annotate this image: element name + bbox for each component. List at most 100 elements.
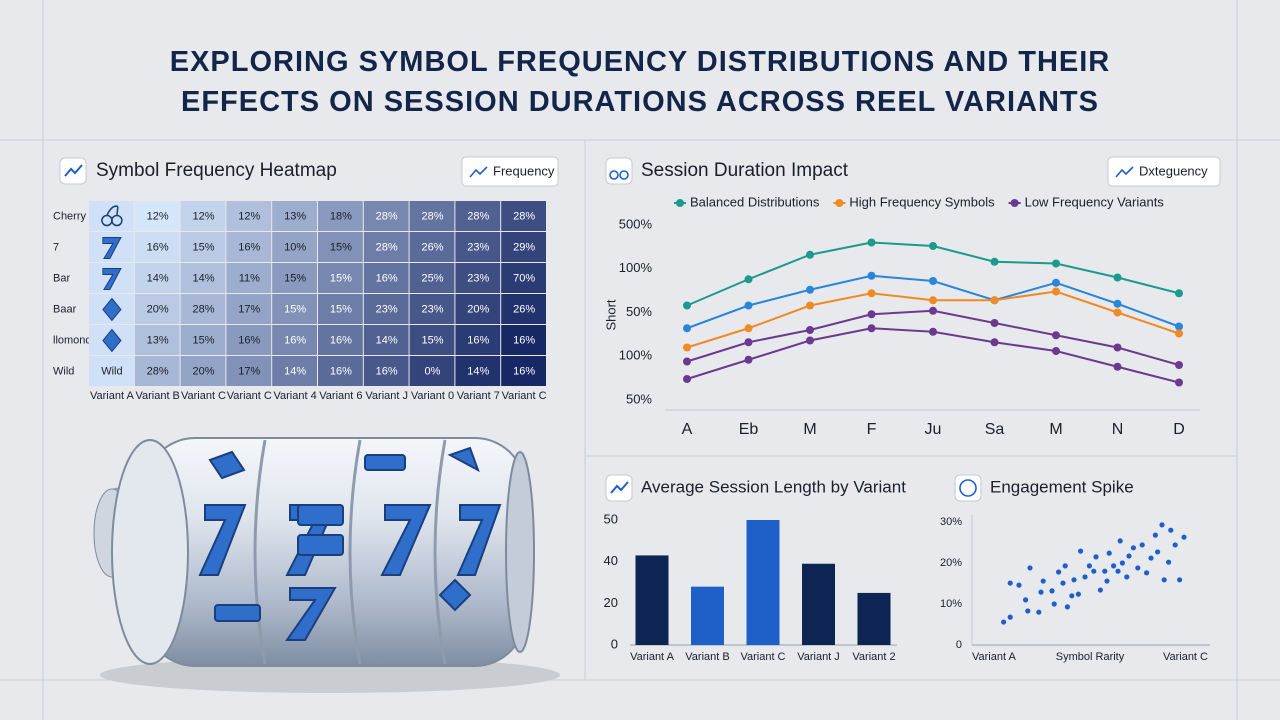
scatter-point — [1025, 608, 1031, 614]
heat-cell — [455, 232, 501, 262]
cell-label: 13% — [147, 334, 169, 346]
y-tick-label: 50% — [626, 391, 652, 406]
series-line — [686, 241, 1180, 307]
x-tick-label: Variant J — [797, 651, 840, 663]
scatter-point — [1040, 578, 1046, 584]
scatter-point — [1181, 534, 1187, 540]
scatter-point — [1155, 549, 1161, 555]
heat-cell — [272, 263, 317, 293]
cell-label: 16% — [467, 334, 489, 346]
scatter-point — [1161, 577, 1167, 583]
panel-icon-glyph — [619, 170, 629, 180]
bar — [857, 592, 891, 645]
cell-label: 15% — [284, 272, 306, 284]
heat-cell — [134, 325, 180, 355]
scatter-point — [1172, 542, 1178, 548]
panel-icon-glyph — [610, 481, 629, 494]
row-label: Cherry — [53, 210, 87, 222]
cell-label: 15% — [284, 303, 306, 315]
cell-label: 28% — [192, 303, 214, 315]
cell-label: 28% — [147, 365, 169, 377]
row-label: Wild — [53, 365, 74, 377]
panel-title: Engagement Spike — [990, 477, 1134, 496]
cell-label: 14% — [147, 272, 169, 284]
cell-label: 16% — [330, 365, 352, 377]
heat-cell — [363, 325, 409, 355]
cell-label: 16% — [376, 365, 398, 377]
series-point — [683, 375, 691, 383]
series-point — [806, 250, 814, 259]
scatter-point — [1106, 550, 1112, 556]
heat-cell — [501, 294, 546, 324]
series-point — [1175, 322, 1183, 331]
cell-label: 16% — [147, 241, 169, 253]
x-tick-label: Variant 2 — [852, 651, 895, 663]
cell-label: 20% — [467, 303, 489, 315]
heat-cell — [226, 356, 272, 386]
y-tick-label: 50 — [604, 511, 618, 526]
scatter-point — [1082, 574, 1088, 580]
scatter-point — [1104, 578, 1110, 584]
x-axis-label: Symbol Rarity — [1056, 651, 1125, 663]
control-button[interactable] — [461, 156, 559, 187]
heat-cell — [180, 232, 226, 262]
x-tick-label: Variant B — [685, 651, 729, 663]
button-label: Dxteguency — [1139, 163, 1208, 178]
series-point — [1113, 273, 1122, 282]
series-point — [867, 238, 876, 247]
heat-cell — [318, 356, 363, 386]
heat-cell — [226, 201, 272, 231]
column-label: Variant C — [227, 390, 272, 402]
row-label: 7 — [53, 241, 59, 253]
column-label: Variant 6 — [319, 390, 362, 402]
cell-label: 16% — [513, 334, 535, 346]
column-label: Variant 0 — [411, 390, 454, 402]
scatter-point — [1152, 532, 1158, 538]
series-point — [1052, 331, 1060, 340]
x-tick-label: N — [1112, 421, 1124, 438]
control-button[interactable] — [1107, 156, 1221, 187]
series-point — [806, 285, 814, 294]
legend-marker — [676, 199, 684, 207]
scatter-point — [1111, 563, 1117, 569]
heat-cell — [501, 232, 546, 262]
scatter-point — [1166, 559, 1172, 565]
heat-cell — [180, 356, 226, 386]
cell-label: 28% — [376, 241, 398, 253]
cell-label: 15% — [330, 241, 352, 253]
series-point — [929, 306, 937, 315]
y-tick-label: 20 — [604, 595, 618, 610]
heat-cell — [180, 294, 226, 324]
cell-label: 15% — [192, 241, 214, 253]
y-tick-label: 20% — [940, 557, 962, 569]
cell-label: 10% — [284, 241, 306, 253]
series-point — [1175, 378, 1183, 387]
x-tick-label: D — [1173, 421, 1185, 438]
cell-label: 16% — [238, 334, 260, 346]
y-tick-label: 500% — [619, 216, 653, 231]
series-point — [990, 338, 999, 347]
series-point — [1175, 361, 1183, 369]
heat-cell — [180, 325, 226, 355]
heat-cell — [409, 201, 455, 231]
heat-cell — [226, 232, 272, 262]
y-tick-label: 0 — [956, 639, 962, 651]
cell-label: 13% — [284, 210, 306, 222]
legend-label: High Frequency Symbols — [849, 194, 995, 209]
heat-cell — [272, 232, 317, 262]
scatter-point — [1007, 614, 1013, 620]
scatter-point — [1102, 568, 1108, 574]
scatter-point — [1097, 587, 1103, 593]
series-point — [683, 324, 691, 333]
page-title: EXPLORING SYMBOL FREQUENCY DISTRIBUTIONS… — [169, 46, 1111, 118]
heat-cell — [226, 294, 272, 324]
x-tick-label: F — [867, 421, 877, 438]
scatter-point — [1051, 601, 1057, 607]
heat-cell — [180, 263, 226, 293]
scatter-point — [1139, 542, 1145, 548]
scatter-point — [1023, 597, 1029, 603]
heat-cell — [363, 356, 409, 386]
legend-label: Low Frequency Variants — [1025, 194, 1165, 209]
panel-icon — [954, 474, 982, 502]
